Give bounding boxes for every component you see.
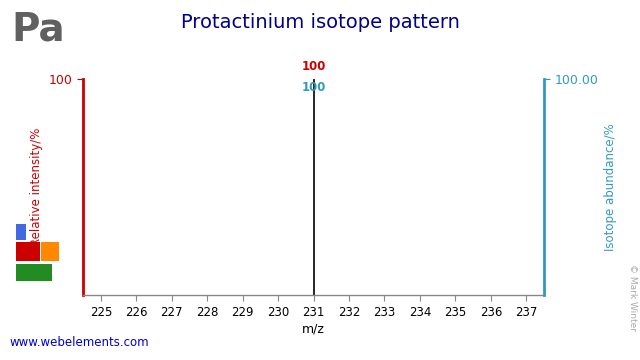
- Bar: [16, 264, 52, 281]
- X-axis label: m/z: m/z: [302, 323, 325, 336]
- Text: Protactinium isotope pattern: Protactinium isotope pattern: [180, 13, 460, 32]
- Text: Pa: Pa: [12, 11, 65, 49]
- Text: 100: 100: [301, 60, 326, 73]
- Y-axis label: Isotope abundance/%: Isotope abundance/%: [604, 123, 617, 251]
- Text: 100: 100: [301, 81, 326, 94]
- Y-axis label: Relative intensity/%: Relative intensity/%: [30, 128, 44, 246]
- Bar: [16, 242, 40, 261]
- Text: www.webelements.com: www.webelements.com: [10, 336, 149, 349]
- Text: © Mark Winter: © Mark Winter: [628, 264, 637, 331]
- Bar: [40, 242, 59, 261]
- Bar: [16, 224, 26, 240]
